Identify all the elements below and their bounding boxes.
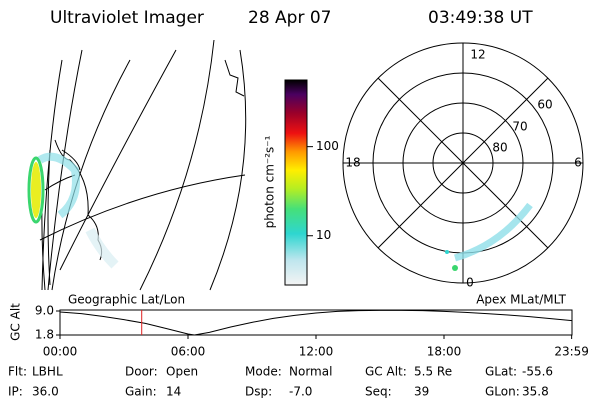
- mlt-label: 18: [345, 156, 360, 170]
- field-label: Seq:: [365, 385, 392, 399]
- field-label: Gain:: [125, 385, 157, 399]
- field-value: 5.5 Re: [414, 365, 452, 379]
- field-value: -55.6: [522, 365, 553, 379]
- y-tick-label: 1.8: [35, 328, 54, 342]
- altitude-plot: Geographic Lat/Lon Apex MLat/MLT GC Alt: [9, 293, 573, 341]
- field-label: Dsp:: [245, 385, 272, 399]
- field-value: -7.0: [289, 385, 312, 399]
- field-label: IP:: [8, 385, 23, 399]
- aurora: [31, 162, 41, 218]
- colorbar-label: photon cm⁻²s⁻¹: [263, 135, 277, 228]
- lat-label: 80: [492, 141, 507, 155]
- geo-map: [27, 39, 247, 291]
- field-label: Flt:: [8, 365, 27, 379]
- x-tick-label: 18:00: [427, 345, 462, 359]
- colorbar-scale: [284, 79, 308, 286]
- colorbar: photon cm⁻²s⁻¹: [263, 79, 308, 286]
- lat-label: 70: [512, 120, 527, 134]
- y-tick-label: 9.0: [35, 304, 54, 318]
- date: 28 Apr 07: [248, 8, 331, 28]
- x-tick-label: 12:00: [299, 345, 334, 359]
- left-title: Geographic Lat/Lon: [68, 293, 185, 307]
- aurora: [27, 156, 45, 224]
- aurora: [452, 265, 458, 271]
- right-title: Apex MLat/MLT: [476, 293, 566, 307]
- aurora: [85, 227, 119, 269]
- mlt-label: 0: [466, 276, 474, 290]
- y-axis-label: GC Alt: [9, 303, 23, 341]
- field-label: Mode:: [245, 365, 282, 379]
- aurora: [454, 202, 533, 262]
- mlt-label: 6: [574, 156, 582, 170]
- polar-plot: 12 18 6 0 60 70 80: [342, 42, 584, 290]
- field-value: 36.0: [32, 385, 59, 399]
- colorbar-tick-label: 10: [316, 228, 331, 242]
- field-label: GLat:: [485, 365, 517, 379]
- aurora: [445, 250, 449, 254]
- altitude-curve: [59, 309, 573, 336]
- field-label: GC Alt:: [365, 365, 407, 379]
- x-tick-label: 23:59: [554, 345, 589, 359]
- lat-label: 60: [537, 98, 552, 112]
- field-value: 35.8: [522, 385, 549, 399]
- field-value: 14: [166, 385, 181, 399]
- mlt-label: 12: [470, 48, 485, 62]
- field-value: LBHL: [32, 365, 63, 379]
- field-value: 39: [414, 385, 429, 399]
- field-label: Door:: [125, 365, 158, 379]
- title: Ultraviolet Imager: [50, 8, 204, 28]
- x-tick-label: 06:00: [171, 345, 206, 359]
- time: 03:49:38 UT: [428, 8, 533, 28]
- x-tick-label: 00:00: [43, 345, 78, 359]
- field-label: GLon:: [485, 385, 520, 399]
- field-value: Normal: [289, 365, 332, 379]
- aurora: [37, 152, 80, 219]
- field-value: Open: [166, 365, 198, 379]
- colorbar-tick-label: 100: [316, 139, 339, 153]
